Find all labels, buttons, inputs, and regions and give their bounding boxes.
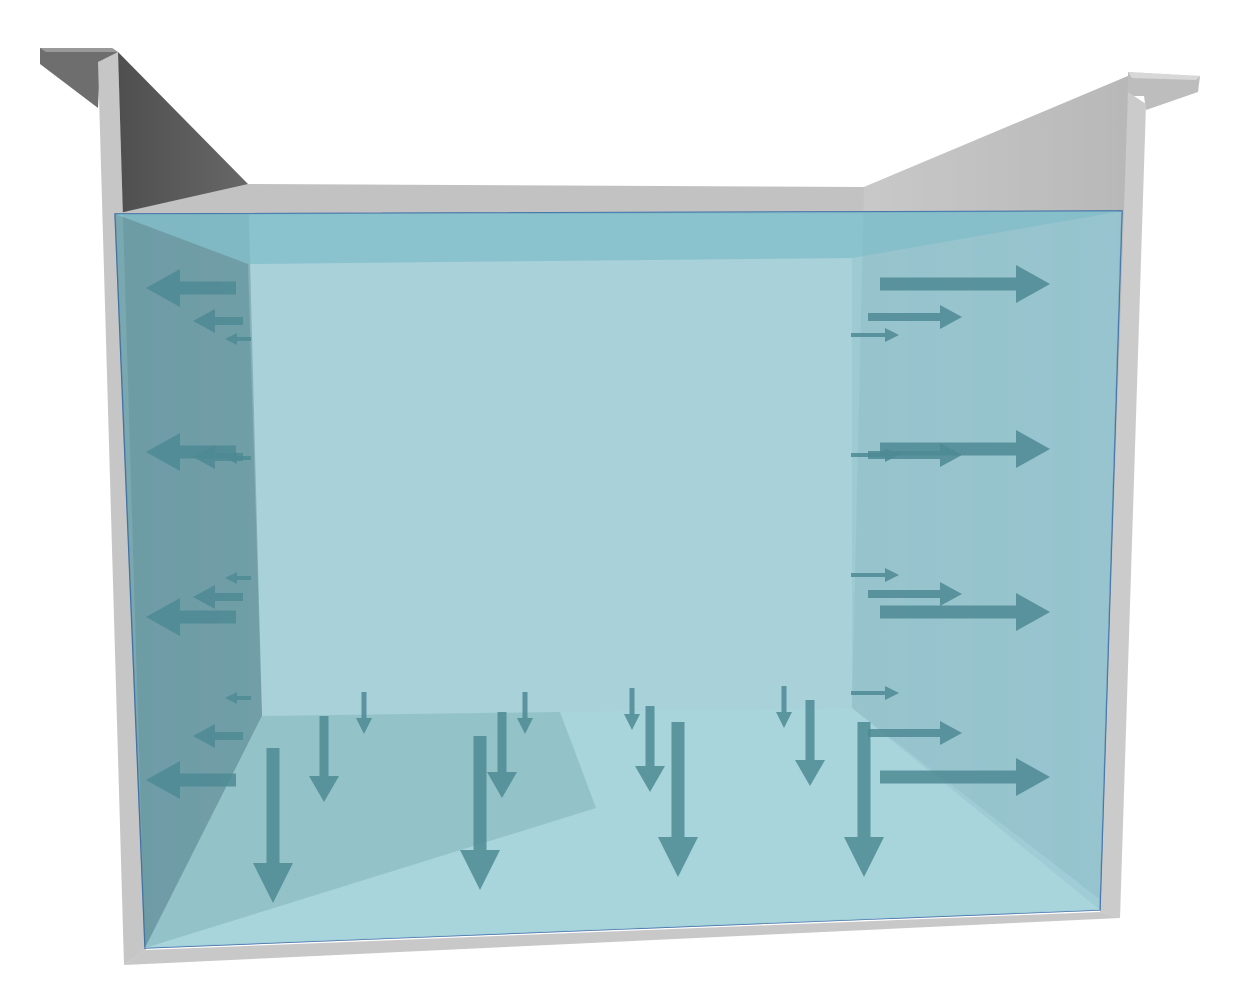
pressure-arrow-front-bottom — [844, 722, 884, 877]
pressure-arrow-back-bottom — [517, 692, 533, 734]
pressure-arrow-front-right — [880, 265, 1050, 303]
pressure-arrow-mid-bottom — [487, 712, 517, 798]
pressure-arrow-back-bottom — [356, 692, 372, 734]
right-flange-top — [1128, 72, 1200, 80]
pressure-arrow-mid-right — [868, 721, 962, 745]
pressure-arrow-front-right — [880, 430, 1050, 468]
pressure-arrow-back-left — [225, 572, 251, 584]
pressure-arrow-mid-bottom — [795, 700, 825, 786]
right-flange — [1128, 72, 1200, 110]
pressure-arrow-back-bottom — [624, 688, 640, 730]
pressure-arrow-front-right — [880, 758, 1050, 796]
pressure-arrow-back-right — [851, 448, 899, 462]
pressure-arrow-front-left — [146, 269, 236, 307]
pressure-arrow-mid-right — [868, 305, 962, 329]
pressure-arrow-mid-bottom — [309, 716, 339, 802]
pressure-arrow-mid-bottom — [635, 706, 665, 792]
pressure-arrow-back-right — [851, 686, 899, 700]
water-volume — [114, 210, 1123, 949]
pressure-arrow-back-bottom — [776, 686, 792, 728]
pressure-arrow-back-right — [851, 328, 899, 342]
pressure-arrow-back-left — [225, 452, 251, 464]
pressure-arrow-front-left — [146, 598, 236, 636]
water-left-face — [115, 214, 262, 948]
pressure-arrows — [146, 265, 1050, 903]
pressure-arrow-mid-right — [868, 582, 962, 606]
pressure-arrow-front-bottom — [460, 736, 500, 890]
pressure-arrow-mid-left — [193, 309, 243, 333]
pressure-arrow-front-bottom — [253, 748, 293, 903]
left-flange-top — [40, 48, 118, 52]
pressure-arrow-mid-left — [193, 724, 243, 748]
bottom-slab — [124, 912, 1120, 965]
pressure-arrow-front-left — [146, 761, 236, 799]
right-wall-edge — [1100, 92, 1146, 918]
pressure-arrow-front-bottom — [658, 722, 698, 877]
pressure-arrow-mid-left — [193, 585, 243, 609]
pressure-arrow-front-left — [146, 433, 236, 471]
pressure-arrow-back-left — [225, 333, 251, 345]
pressure-arrow-back-right — [851, 568, 899, 582]
pressure-arrow-front-right — [880, 593, 1050, 631]
pressure-arrow-mid-right — [868, 443, 962, 467]
left-wall-front — [98, 52, 145, 965]
water-surface — [115, 211, 1122, 264]
pressure-arrow-back-left — [225, 692, 251, 704]
pressure-arrow-mid-left — [193, 445, 243, 469]
